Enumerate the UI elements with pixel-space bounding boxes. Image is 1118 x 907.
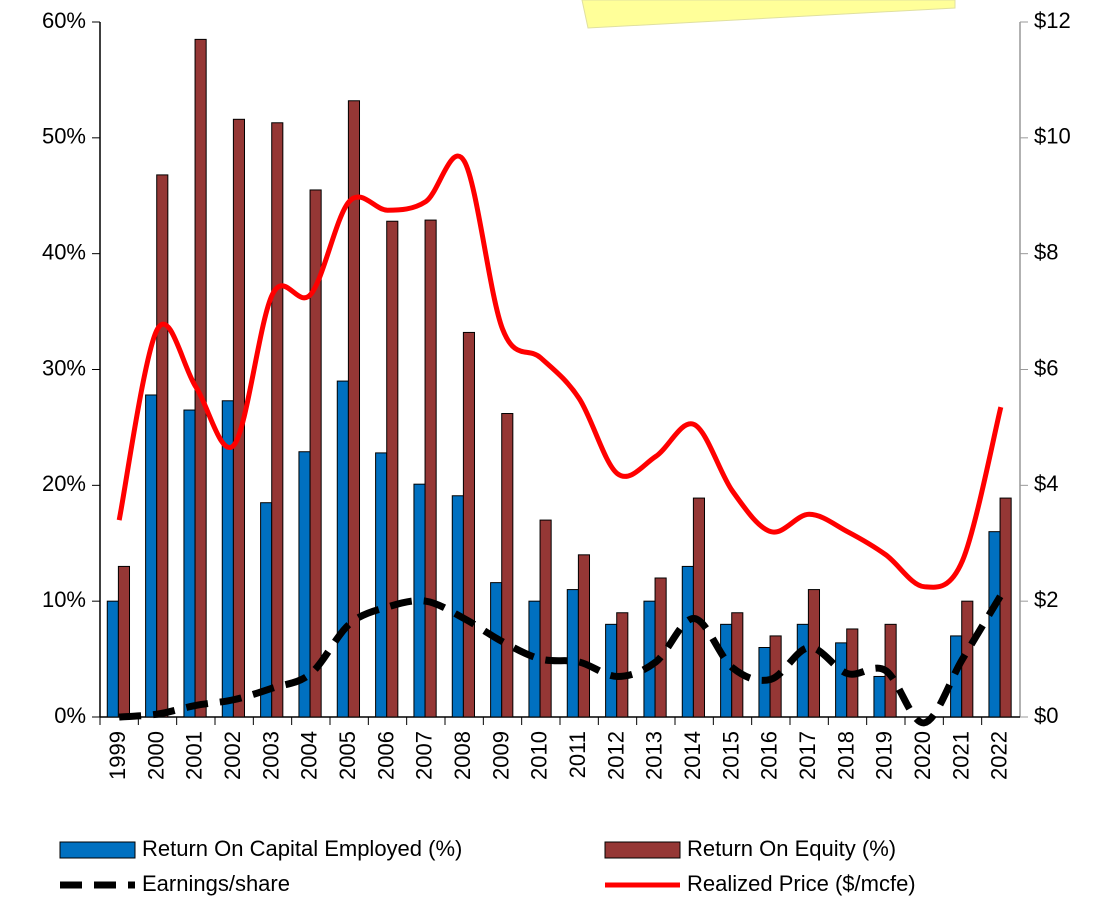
bar xyxy=(835,642,848,718)
bar xyxy=(309,189,322,718)
x-tick-label: 2009 xyxy=(488,731,513,780)
bar xyxy=(462,331,476,718)
bar xyxy=(577,554,591,718)
bar xyxy=(145,394,158,718)
legend-label: Return On Equity (%) xyxy=(687,836,896,861)
x-tick-label: 2002 xyxy=(220,731,245,780)
bar xyxy=(413,483,426,718)
x-tick-label: 2000 xyxy=(143,731,168,780)
bar xyxy=(999,497,1012,718)
legend-label: Return On Capital Employed (%) xyxy=(142,836,462,861)
y2-tick-label: $8 xyxy=(1034,239,1058,264)
y2-tick-label: $10 xyxy=(1034,124,1071,149)
x-tick-label: 2017 xyxy=(795,731,820,780)
bar xyxy=(692,497,706,718)
x-tick-label: 2012 xyxy=(603,731,628,780)
x-tick-label: 2020 xyxy=(910,731,935,780)
x-tick-label: 2014 xyxy=(680,731,705,780)
x-tick-label: 1999 xyxy=(105,731,130,780)
bar xyxy=(336,380,349,718)
dashed-line xyxy=(118,593,1004,727)
x-tick-label: 2015 xyxy=(718,731,743,780)
x-tick-label: 2005 xyxy=(335,731,360,780)
x-tick-label: 2006 xyxy=(373,731,398,780)
bar xyxy=(731,612,744,718)
y-tick-label: 50% xyxy=(42,124,86,149)
bar xyxy=(424,219,437,718)
x-tick-label: 2021 xyxy=(948,731,973,780)
bar xyxy=(260,502,273,718)
x-tick-label: 2003 xyxy=(258,731,283,780)
bar xyxy=(451,495,464,718)
bar xyxy=(796,623,809,718)
x-tick-label: 2016 xyxy=(757,731,782,780)
legend-swatch xyxy=(604,841,681,859)
legend-swatch xyxy=(59,841,136,859)
bar xyxy=(988,531,1001,718)
y-tick-label: 0% xyxy=(54,703,86,728)
y2-tick-label: $12 xyxy=(1034,8,1071,33)
x-tick-label: 2018 xyxy=(833,731,858,780)
annotation-box xyxy=(581,0,956,29)
y2-tick-label: $6 xyxy=(1034,355,1058,380)
bar xyxy=(605,623,618,718)
x-tick-label: 2019 xyxy=(872,731,897,780)
y2-tick-label: $0 xyxy=(1034,703,1058,728)
legend-label: Realized Price ($/mcfe) xyxy=(687,871,916,896)
x-tick-label: 2007 xyxy=(412,731,437,780)
bar xyxy=(386,220,399,718)
bar xyxy=(566,589,579,718)
x-tick-label: 2022 xyxy=(987,731,1012,780)
y-tick-label: 20% xyxy=(42,471,86,496)
bar xyxy=(156,174,169,718)
x-tick-label: 2010 xyxy=(527,731,552,780)
x-tick-label: 2013 xyxy=(642,731,667,780)
y2-tick-label: $4 xyxy=(1034,471,1058,496)
legend-label: Earnings/share xyxy=(142,871,290,896)
bar xyxy=(539,519,552,718)
y-tick-label: 40% xyxy=(42,239,86,264)
bar xyxy=(501,413,514,718)
x-tick-label: 2008 xyxy=(450,731,475,780)
x-tick-label: 2011 xyxy=(565,731,590,778)
y-tick-label: 30% xyxy=(42,355,86,380)
bar xyxy=(271,122,284,718)
x-tick-label: 2001 xyxy=(182,731,207,780)
bar xyxy=(873,675,886,718)
bar xyxy=(106,600,119,718)
y-tick-label: 10% xyxy=(42,587,86,612)
line xyxy=(116,153,1004,590)
x-tick-label: 2004 xyxy=(297,731,322,780)
bar xyxy=(347,100,361,718)
bar xyxy=(490,582,503,718)
bar xyxy=(681,565,694,718)
bar xyxy=(643,600,656,718)
bar xyxy=(117,565,131,718)
bar xyxy=(654,577,667,718)
bar xyxy=(720,623,733,718)
y-tick-label: 60% xyxy=(42,8,86,33)
y2-tick-label: $2 xyxy=(1034,587,1058,612)
bar xyxy=(375,452,388,718)
bar xyxy=(183,409,196,718)
bar xyxy=(194,38,207,718)
bar xyxy=(616,612,629,718)
bar xyxy=(950,635,963,718)
